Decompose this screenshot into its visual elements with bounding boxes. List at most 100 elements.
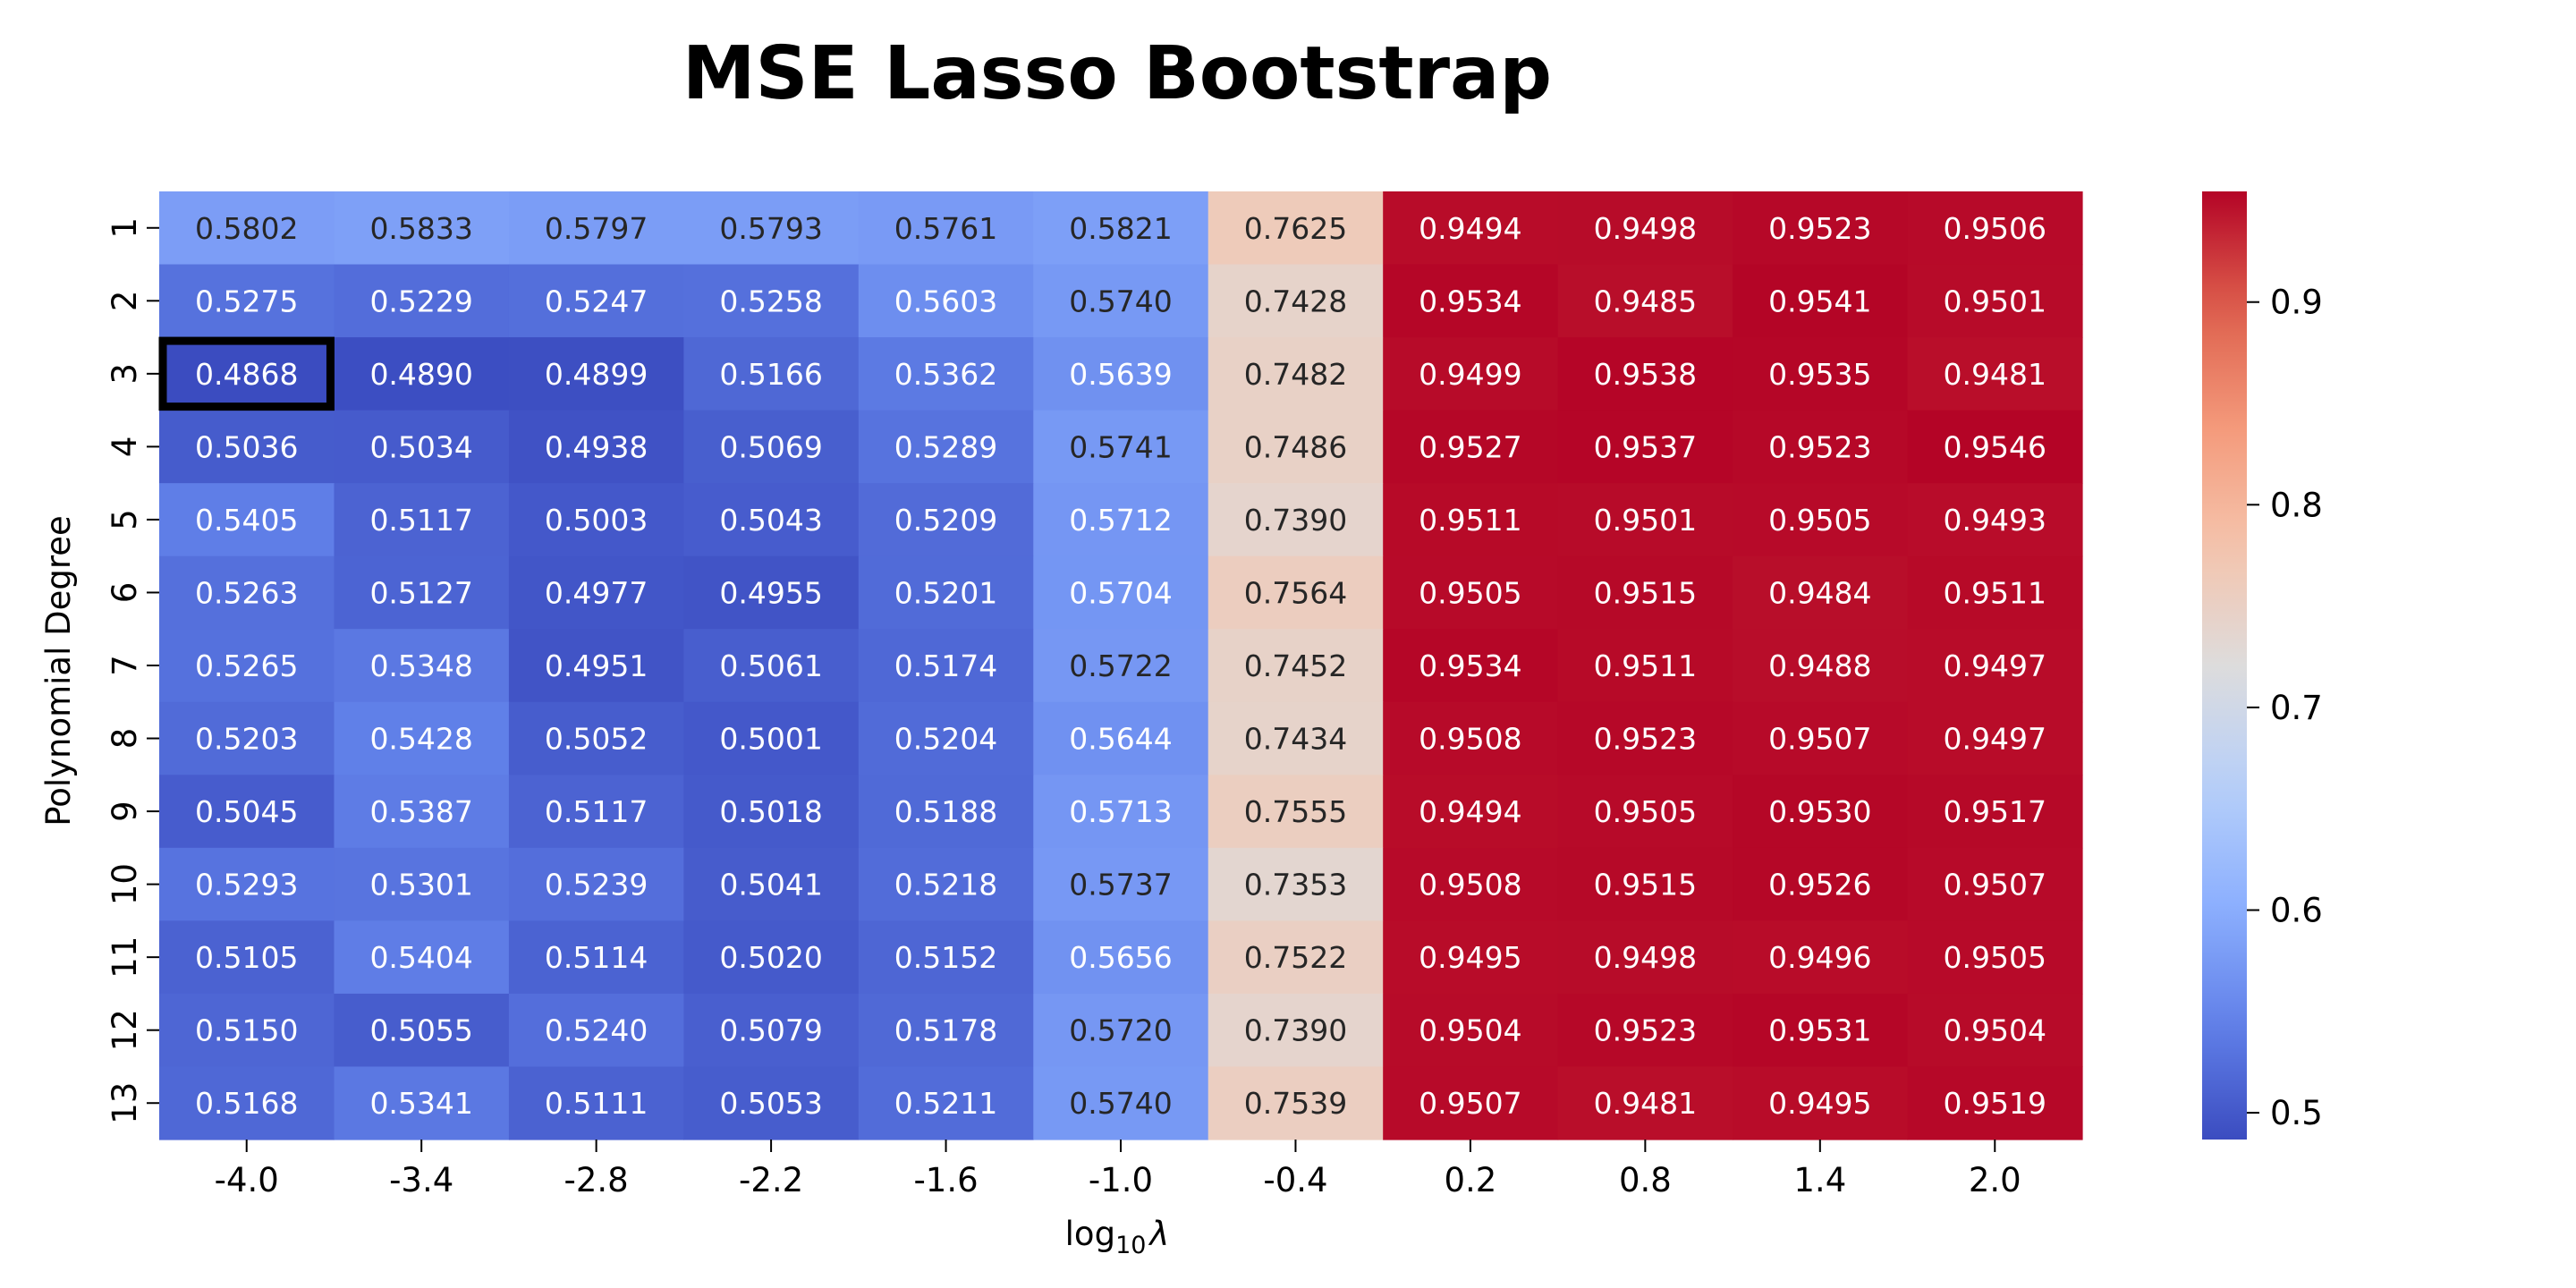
cell-value-label: 0.9511 bbox=[1944, 575, 2046, 610]
x-tick-label: -4.0 bbox=[215, 1161, 279, 1199]
heatmap-cell bbox=[858, 1066, 1034, 1140]
cell-value-label: 0.5833 bbox=[369, 211, 472, 246]
heatmap-cell bbox=[334, 1066, 510, 1140]
heatmap-cell bbox=[1557, 775, 1733, 849]
heatmap-cell bbox=[1208, 337, 1384, 411]
heatmap-cell bbox=[1383, 775, 1559, 849]
cell-value-label: 0.7555 bbox=[1244, 794, 1347, 829]
heatmap-cell bbox=[1383, 337, 1559, 411]
cell-value-label: 0.5079 bbox=[719, 1013, 822, 1048]
heatmap-cell bbox=[1208, 847, 1384, 921]
heatmap-cell bbox=[683, 920, 860, 995]
heatmap-cell bbox=[1033, 701, 1209, 775]
cell-value-label: 0.9515 bbox=[1594, 868, 1697, 902]
x-tick-label: -2.2 bbox=[739, 1161, 803, 1199]
cell-value-label: 0.9507 bbox=[1768, 722, 1871, 757]
heatmap-cell bbox=[1733, 993, 1909, 1068]
heatmap-cell bbox=[508, 555, 684, 630]
cell-value-label: 0.5188 bbox=[894, 794, 997, 829]
cell-value-label: 0.9505 bbox=[1768, 503, 1871, 538]
heatmap-cell bbox=[858, 410, 1034, 484]
y-axis-label: Polynomial Degree bbox=[39, 515, 78, 826]
heatmap-cell bbox=[683, 701, 860, 775]
heatmap-cell bbox=[159, 337, 335, 411]
heatmap-cell bbox=[508, 483, 684, 557]
y-tick-label: 4 bbox=[106, 436, 144, 458]
x-axis-label: log10 λ bbox=[1065, 1215, 1170, 1259]
heatmap-cell bbox=[508, 191, 684, 266]
cell-value-label: 0.7428 bbox=[1244, 284, 1347, 318]
colorbar-tick-label: 0.7 bbox=[2270, 689, 2323, 727]
cell-value-label: 0.7452 bbox=[1244, 648, 1347, 683]
cell-value-label: 0.5405 bbox=[195, 503, 298, 538]
heatmap-cell-labels: 0.5802 0.5833 0.5797 0.5793 0.5761 0.5821 0.76… bbox=[158, 211, 2046, 1121]
cell-value-label: 0.9505 bbox=[1944, 940, 2046, 975]
heatmap-cell bbox=[508, 337, 684, 411]
colorbar-tick-label: 0.6 bbox=[2270, 891, 2323, 929]
cell-value-label: 0.5114 bbox=[545, 940, 648, 975]
colorbar-tick-label: 0.9 bbox=[2270, 284, 2323, 322]
heatmap-cell bbox=[1557, 191, 1733, 266]
cell-value-label: 0.9546 bbox=[1944, 429, 2046, 464]
cell-value-label: 0.5111 bbox=[545, 1086, 648, 1121]
heatmap-cell bbox=[159, 775, 335, 849]
cell-value-label: 0.9541 bbox=[1768, 284, 1871, 318]
cell-value-label: 0.5204 bbox=[894, 722, 997, 757]
heatmap-cell bbox=[1383, 264, 1559, 338]
heatmap-cell bbox=[334, 629, 510, 703]
cell-value-label: 0.4890 bbox=[369, 357, 472, 392]
cell-value-label: 0.5387 bbox=[369, 794, 472, 829]
cell-value-label: 0.5166 bbox=[719, 357, 822, 392]
cell-value-label: 0.5704 bbox=[1069, 575, 1172, 610]
heatmap-cell bbox=[334, 264, 510, 338]
cell-value-label: 0.5152 bbox=[894, 940, 997, 975]
cell-value-label: 0.5293 bbox=[195, 868, 298, 902]
heatmap-cell bbox=[159, 264, 335, 338]
cell-value-label: 0.5043 bbox=[719, 503, 822, 538]
cell-value-label: 0.5209 bbox=[894, 503, 997, 538]
heatmap-cell bbox=[1557, 701, 1733, 775]
heatmap-cell bbox=[159, 993, 335, 1068]
heatmap-cell bbox=[683, 555, 860, 630]
heatmap-cell bbox=[1383, 555, 1559, 630]
cell-value-label: 0.5713 bbox=[1069, 794, 1172, 829]
cell-value-label: 0.9507 bbox=[1944, 868, 2046, 902]
heatmap-cell bbox=[1033, 629, 1209, 703]
cell-value-label: 0.9531 bbox=[1768, 1013, 1871, 1048]
x-tick-label: 1.4 bbox=[1793, 1161, 1846, 1199]
cell-value-label: 0.5127 bbox=[369, 575, 472, 610]
heatmap-cell bbox=[683, 993, 860, 1068]
cell-value-label: 0.9504 bbox=[1419, 1013, 1521, 1048]
heatmap-cell bbox=[508, 264, 684, 338]
cell-value-label: 0.9511 bbox=[1419, 503, 1521, 538]
heatmap-cell bbox=[683, 264, 860, 338]
heatmap-cell bbox=[858, 337, 1034, 411]
heatmap-cell bbox=[683, 337, 860, 411]
heatmap-cell bbox=[1557, 847, 1733, 921]
cell-value-label: 0.9538 bbox=[1594, 357, 1697, 392]
heatmap-cell bbox=[508, 629, 684, 703]
cell-value-label: 0.5240 bbox=[545, 1013, 648, 1048]
y-tick-label: 5 bbox=[106, 509, 144, 530]
x-axis-ticks: -4.0 -3.4 -2.8 -2.2 -1.6 -1.0 -0.4 0.2 0.8 1.4 2.0 bbox=[215, 1140, 2021, 1199]
cell-value-label: 0.9497 bbox=[1944, 648, 2046, 683]
cell-value-label: 0.5761 bbox=[894, 211, 997, 246]
cell-value-label: 0.9526 bbox=[1768, 868, 1871, 902]
heatmap-cell bbox=[1557, 555, 1733, 630]
cell-value-label: 0.9515 bbox=[1594, 575, 1697, 610]
heatmap-cell bbox=[858, 264, 1034, 338]
cell-value-label: 0.7482 bbox=[1244, 357, 1347, 392]
y-tick-label: 8 bbox=[106, 728, 144, 750]
heatmap-cell bbox=[159, 847, 335, 921]
x-axis-label-symbol: λ bbox=[1148, 1215, 1169, 1253]
heatmap-cell bbox=[1033, 337, 1209, 411]
cell-value-label: 0.5802 bbox=[195, 211, 298, 246]
heatmap-cell bbox=[683, 629, 860, 703]
x-tick-label: 2.0 bbox=[1969, 1161, 2021, 1199]
y-tick-label: 10 bbox=[106, 863, 144, 905]
cell-value-label: 0.9493 bbox=[1944, 503, 2046, 538]
cell-value-label: 0.5229 bbox=[369, 284, 472, 318]
cell-value-label: 0.9481 bbox=[1944, 357, 2046, 392]
cell-value-label: 0.9534 bbox=[1419, 284, 1521, 318]
